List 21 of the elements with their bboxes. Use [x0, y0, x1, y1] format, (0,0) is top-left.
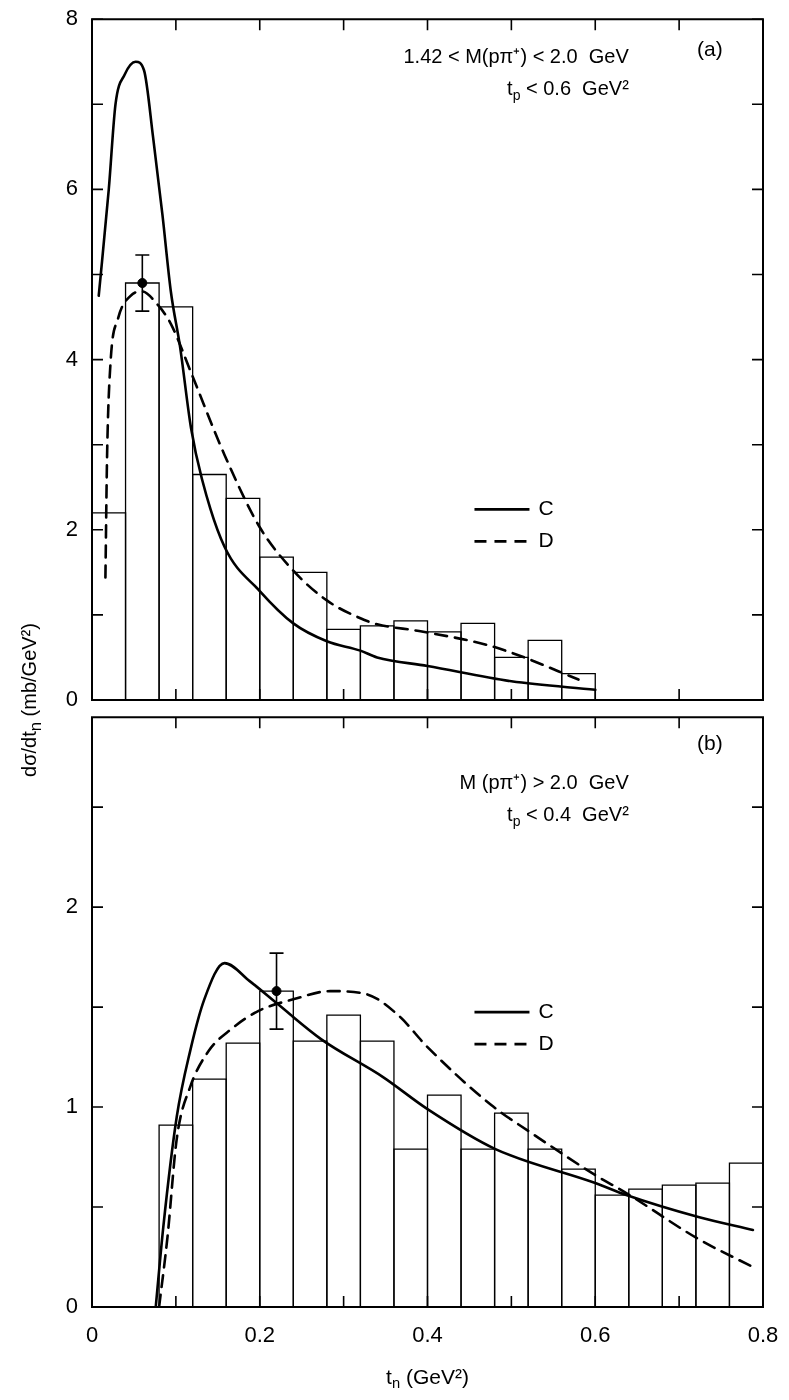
y-tick-label: 8: [65, 5, 78, 31]
y-tick-label: 2: [65, 515, 78, 541]
x-tick-label: 0.4: [412, 1322, 443, 1348]
y-tick-label: 1: [65, 1093, 78, 1119]
y-tick-label: 0: [65, 1293, 78, 1319]
y-tick-label: 6: [65, 175, 78, 201]
y-tick-label: 4: [65, 345, 78, 371]
legend-label: D: [538, 528, 554, 552]
y-tick-label: 0: [65, 686, 78, 712]
legend-label: C: [538, 998, 554, 1022]
annotation: M (pπ⁺) > 2.0 GeV: [459, 771, 630, 794]
annotation: (a): [697, 36, 723, 60]
annotation: 1.42 < M(pπ⁺) < 2.0 GeV: [403, 45, 630, 68]
x-tick-label: 0: [85, 1322, 99, 1348]
annotation: (b): [697, 730, 723, 754]
x-tick-label: 0.2: [244, 1322, 276, 1348]
legend-label: D: [538, 1030, 554, 1054]
x-tick-label: 0.6: [579, 1322, 611, 1348]
x-tick-label: 0.8: [747, 1322, 779, 1348]
legend-label: C: [538, 496, 554, 520]
y-tick-label: 2: [65, 893, 78, 919]
